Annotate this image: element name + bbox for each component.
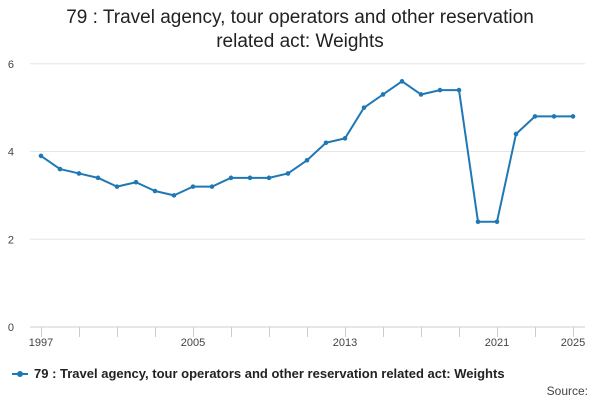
x-tick-label: 2021 — [485, 337, 509, 349]
data-point[interactable] — [494, 219, 500, 225]
data-point[interactable] — [437, 87, 443, 93]
data-point[interactable] — [361, 105, 367, 110]
x-axis-ticks: 1997 2005 2013 2021 2025 — [29, 327, 585, 349]
data-point[interactable] — [532, 114, 538, 119]
data-point[interactable] — [114, 184, 120, 189]
data-point[interactable] — [418, 92, 424, 97]
data-point[interactable] — [95, 175, 101, 181]
x-tick-label: 1997 — [29, 337, 53, 349]
data-point[interactable] — [342, 136, 348, 141]
data-point[interactable] — [456, 87, 462, 93]
data-point[interactable] — [513, 131, 519, 137]
data-point[interactable] — [228, 175, 234, 181]
data-point[interactable] — [304, 157, 310, 163]
data-point[interactable] — [133, 179, 139, 185]
data-point[interactable] — [475, 219, 481, 225]
data-point[interactable] — [209, 184, 215, 189]
data-point[interactable] — [285, 171, 291, 176]
data-point[interactable] — [76, 171, 82, 176]
chart-legend[interactable]: 79 : Travel agency, tour operators and o… — [12, 366, 505, 381]
legend-swatch-marker — [17, 370, 23, 377]
x-tick-label: 2025 — [561, 337, 585, 349]
chart-gridlines — [30, 63, 585, 240]
data-point[interactable] — [152, 188, 158, 194]
data-point[interactable] — [57, 166, 63, 172]
y-tick-label: 6 — [8, 59, 14, 71]
chart-title-line-1: 79 : Travel agency, tour operators and o… — [66, 7, 534, 28]
data-point[interactable] — [171, 193, 177, 198]
y-tick-label: 2 — [8, 234, 14, 246]
data-point[interactable] — [399, 79, 405, 84]
x-tick-label: 2013 — [333, 337, 357, 349]
data-point[interactable] — [570, 114, 576, 119]
data-point[interactable] — [551, 114, 557, 119]
data-point[interactable] — [380, 92, 386, 97]
source-label: Source: — [546, 384, 588, 398]
chart-title-line-2: related act: Weights — [216, 31, 384, 52]
data-point[interactable] — [38, 153, 44, 159]
data-point[interactable] — [190, 184, 196, 189]
data-point[interactable] — [323, 140, 329, 146]
data-point[interactable] — [266, 175, 272, 181]
y-tick-label: 0 — [8, 322, 14, 334]
chart-series — [38, 79, 576, 225]
legend-series-label: 79 : Travel agency, tour operators and o… — [34, 366, 505, 381]
chart-title: 79 : Travel agency, tour operators and o… — [0, 6, 600, 54]
legend-series-swatch — [12, 368, 28, 380]
data-point[interactable] — [247, 175, 253, 181]
y-tick-label: 4 — [8, 147, 14, 159]
y-axis-tick-labels: 0 2 4 6 — [8, 59, 14, 334]
x-tick-label: 2005 — [181, 337, 205, 349]
